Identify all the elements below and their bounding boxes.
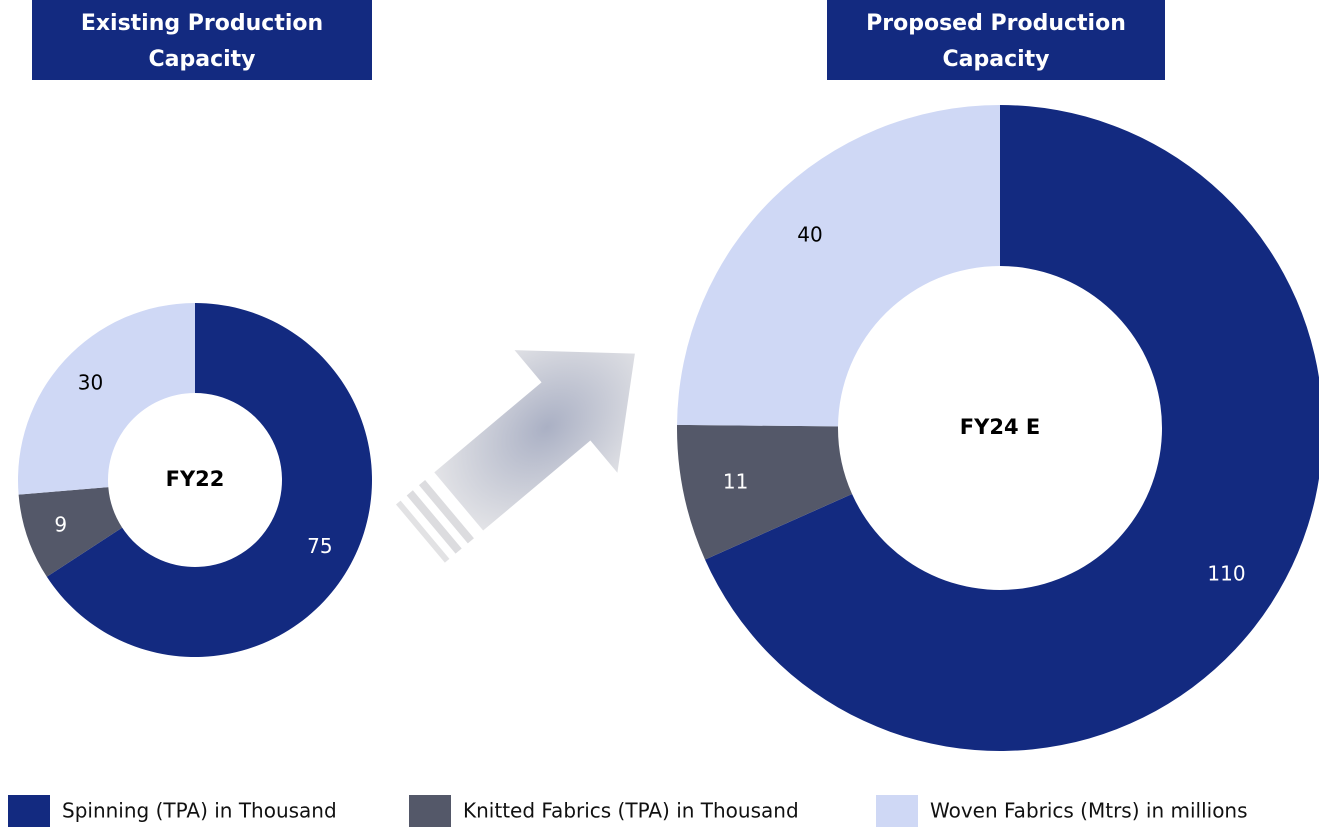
- data-label: 11: [723, 469, 748, 493]
- donut-slice: [46, 303, 372, 657]
- legend-label: Spinning (TPA) in Thousand: [62, 799, 337, 823]
- title-box: [32, 0, 372, 80]
- center-label: FY22: [166, 467, 225, 491]
- data-label: 40: [797, 223, 822, 247]
- chart-title: Capacity: [942, 47, 1049, 72]
- arrow: [395, 350, 635, 563]
- donut-slice: [18, 487, 123, 577]
- title-box: [827, 0, 1165, 80]
- donut-slice: [677, 105, 1000, 427]
- data-label: 9: [54, 513, 67, 537]
- legend-swatch: [876, 795, 918, 827]
- donut-slice: [705, 105, 1319, 751]
- data-label: 75: [307, 534, 332, 558]
- center-label: FY24 E: [960, 415, 1040, 439]
- chart-title: Existing Production: [81, 11, 323, 36]
- chart-title: Capacity: [148, 47, 255, 72]
- donut-slice: [17, 302, 196, 495]
- data-label: 110: [1207, 561, 1245, 585]
- chart-title: Proposed Production: [866, 11, 1126, 36]
- legend-swatch: [409, 795, 451, 827]
- legend-label: Woven Fabrics (Mtrs) in millions: [930, 799, 1248, 823]
- data-label: 30: [78, 370, 103, 394]
- legend-swatch: [8, 795, 50, 827]
- legend-label: Knitted Fabrics (TPA) in Thousand: [463, 799, 799, 823]
- donut-slice: [677, 424, 853, 560]
